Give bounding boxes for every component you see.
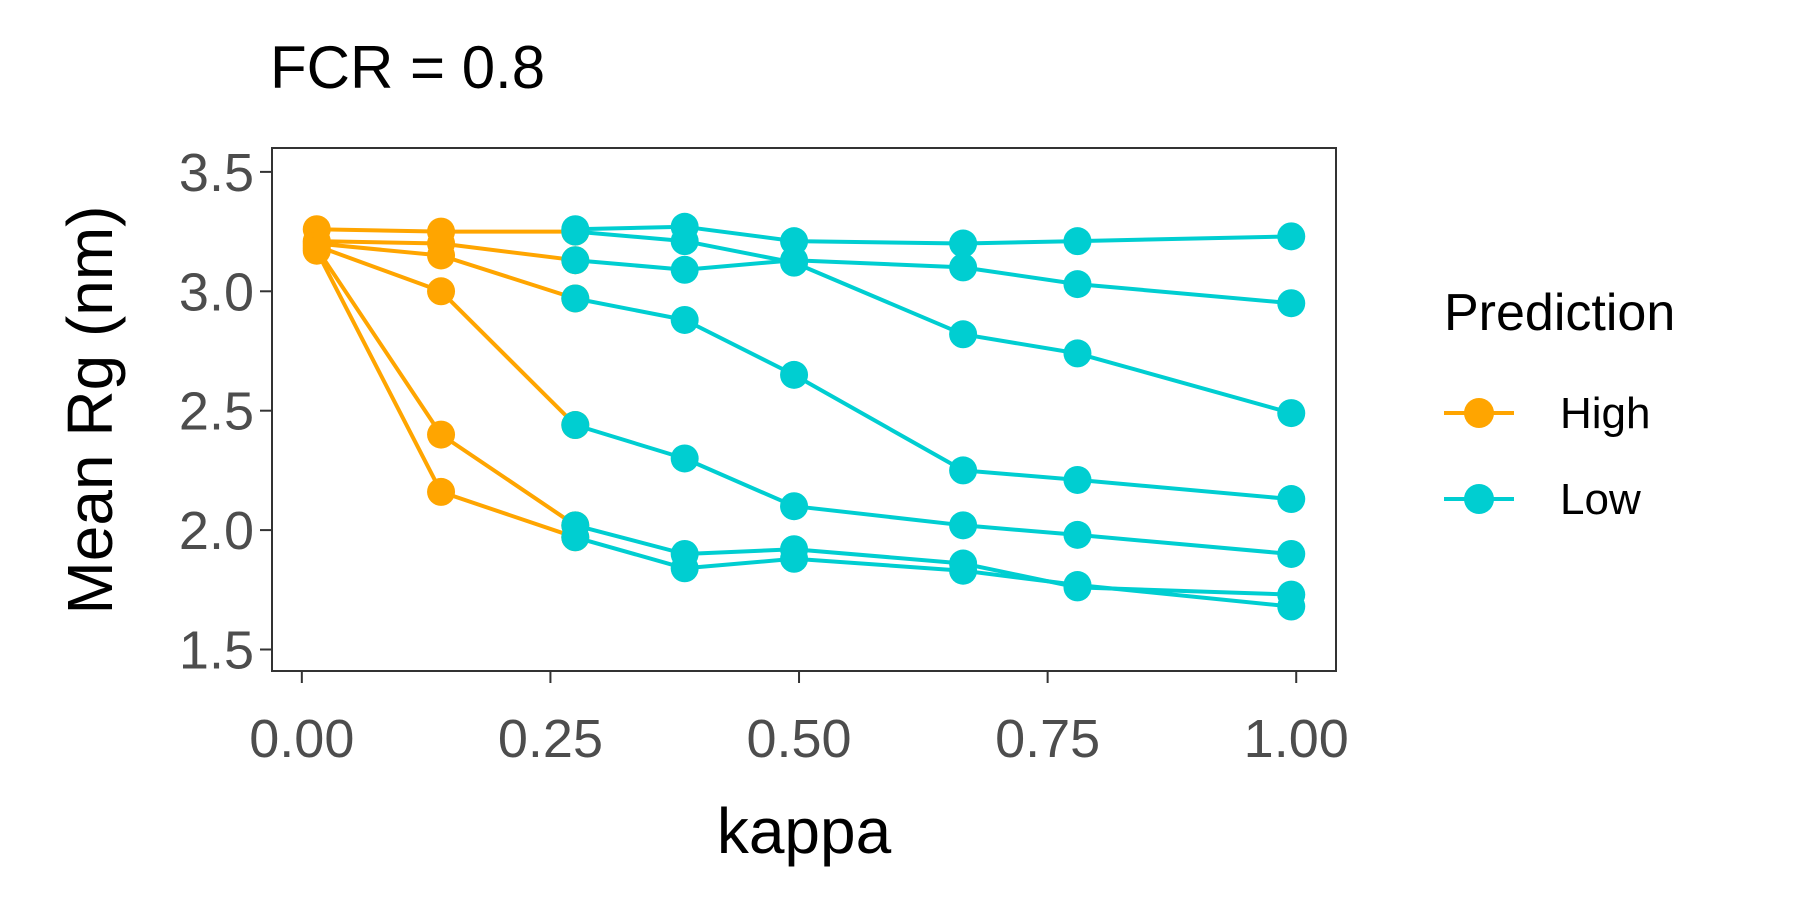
data-point bbox=[1277, 289, 1306, 318]
panel-border bbox=[271, 147, 1337, 672]
y-tick-label: 2.0 bbox=[179, 501, 254, 561]
series-line bbox=[575, 224, 1292, 246]
data-point bbox=[1063, 465, 1092, 494]
data-point bbox=[670, 444, 699, 473]
data-point bbox=[949, 556, 978, 585]
data-point bbox=[780, 544, 809, 573]
y-tick-label: 1.5 bbox=[179, 621, 254, 681]
data-point bbox=[670, 255, 699, 284]
data-point bbox=[561, 284, 590, 313]
data-point bbox=[427, 420, 456, 449]
legend-label: High bbox=[1560, 389, 1651, 438]
x-tick-label: 0.50 bbox=[746, 709, 851, 769]
data-point bbox=[949, 253, 978, 282]
series-low bbox=[561, 284, 1306, 514]
data-point bbox=[780, 492, 809, 521]
x-tick-label: 0.75 bbox=[995, 709, 1100, 769]
plot-area: 0.00 0.25 0.50 0.75 1.00 1.5 2.0 2.5 3.0 3.5 bbox=[179, 143, 1349, 769]
data-point bbox=[1277, 399, 1306, 428]
legend: Prediction High Low bbox=[1444, 284, 1675, 524]
legend-item-low: Low bbox=[1444, 475, 1641, 524]
data-point bbox=[949, 456, 978, 485]
data-point bbox=[561, 217, 590, 246]
data-point bbox=[1277, 592, 1306, 621]
data-point bbox=[949, 320, 978, 349]
data-point bbox=[1277, 539, 1306, 568]
y-tick-label: 3.5 bbox=[179, 143, 254, 203]
data-point bbox=[670, 554, 699, 583]
data-point bbox=[670, 305, 699, 334]
data-point bbox=[1277, 485, 1306, 514]
data-point bbox=[427, 277, 456, 306]
series-low bbox=[561, 246, 1306, 318]
data-point bbox=[427, 477, 456, 506]
x-tick-label: 1.00 bbox=[1244, 709, 1349, 769]
data-point bbox=[780, 246, 809, 275]
legend-key-point bbox=[1464, 484, 1494, 514]
data-point bbox=[561, 523, 590, 552]
x-axis-title: kappa bbox=[717, 795, 892, 867]
series-low bbox=[561, 511, 1306, 609]
data-point bbox=[1063, 520, 1092, 549]
y-axis: 1.5 2.0 2.5 3.0 3.5 bbox=[179, 143, 272, 681]
data-point bbox=[561, 411, 590, 440]
series-line bbox=[316, 244, 577, 427]
data-point bbox=[949, 229, 978, 258]
legend-label: Low bbox=[1560, 475, 1641, 524]
x-tick-label: 0.00 bbox=[249, 709, 354, 769]
data-point bbox=[302, 236, 331, 265]
chart-title: FCR = 0.8 bbox=[270, 34, 545, 101]
y-axis-title: Mean Rg (nm) bbox=[54, 206, 126, 615]
data-point bbox=[780, 360, 809, 389]
series-low bbox=[561, 523, 1306, 621]
data-point bbox=[1063, 227, 1092, 256]
data-point bbox=[1063, 571, 1092, 600]
legend-item-high: High bbox=[1444, 389, 1651, 438]
legend-title: Prediction bbox=[1444, 284, 1675, 342]
data-point bbox=[670, 227, 699, 256]
legend-key-point bbox=[1464, 398, 1494, 428]
x-tick-label: 0.25 bbox=[498, 709, 603, 769]
series-layer bbox=[302, 212, 1306, 621]
data-point bbox=[1277, 222, 1306, 251]
data-point bbox=[1063, 339, 1092, 368]
series-line bbox=[575, 258, 1292, 306]
y-tick-label: 2.5 bbox=[179, 382, 254, 442]
data-point bbox=[1063, 270, 1092, 299]
x-axis: 0.00 0.25 0.50 0.75 1.00 bbox=[249, 671, 1349, 769]
data-point bbox=[949, 511, 978, 540]
series-low bbox=[561, 411, 1306, 568]
series-line bbox=[575, 229, 1292, 416]
series-line bbox=[574, 296, 1292, 502]
series-line bbox=[574, 423, 1292, 556]
data-point bbox=[427, 241, 456, 270]
series-line bbox=[574, 535, 1292, 609]
y-tick-label: 3.0 bbox=[179, 262, 254, 322]
data-point bbox=[561, 246, 590, 275]
